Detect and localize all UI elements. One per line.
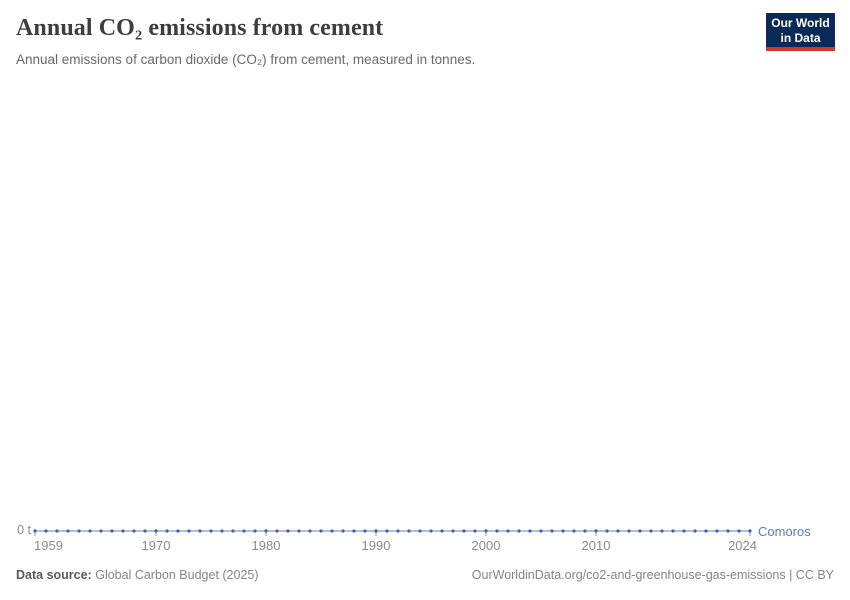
footer-link[interactable]: OurWorldinData.org/co2-and-greenhouse-ga…: [471, 568, 834, 582]
data-point: [308, 529, 312, 533]
data-point: [165, 529, 169, 533]
data-point: [385, 529, 389, 533]
data-point: [88, 529, 92, 533]
data-point: [99, 529, 103, 533]
data-point: [33, 529, 37, 533]
data-point: [176, 529, 180, 533]
data-point: [352, 529, 356, 533]
data-point: [209, 529, 213, 533]
data-point: [396, 529, 400, 533]
x-axis-tick-label: 1970: [141, 538, 171, 553]
data-point: [429, 529, 433, 533]
data-point: [275, 529, 279, 533]
data-point: [605, 529, 609, 533]
data-point: [715, 529, 719, 533]
data-point: [341, 529, 345, 533]
data-point: [418, 529, 422, 533]
data-point: [319, 529, 323, 533]
data-point: [220, 529, 224, 533]
data-point: [451, 529, 455, 533]
data-point: [143, 529, 147, 533]
x-axis-tick-label: 2024: [728, 538, 757, 553]
y-axis-tick-label: 0 t: [17, 523, 31, 537]
data-point: [616, 529, 620, 533]
x-axis: 1959 1970 1980 1990 2000 2010 2024: [0, 538, 850, 554]
owid-logo-line1: Our World: [771, 16, 830, 30]
data-point: [627, 529, 631, 533]
data-point: [231, 529, 235, 533]
chart-subtitle: Annual emissions of carbon dioxide (CO₂)…: [16, 52, 476, 67]
data-point: [110, 529, 114, 533]
data-point: [649, 529, 653, 533]
data-point: [253, 529, 257, 533]
data-point: [154, 529, 158, 533]
data-point: [44, 529, 48, 533]
data-point: [583, 529, 587, 533]
data-point: [66, 529, 70, 533]
data-point: [638, 529, 642, 533]
data-point: [517, 529, 521, 533]
data-point: [363, 529, 367, 533]
data-point: [77, 529, 81, 533]
data-point: [572, 529, 576, 533]
data-point: [726, 529, 730, 533]
data-point: [682, 529, 686, 533]
data-point: [330, 529, 334, 533]
data-point: [660, 529, 664, 533]
data-point: [242, 529, 246, 533]
data-point: [693, 529, 697, 533]
chart-title: Annual CO₂ emissions from cement: [16, 15, 384, 41]
x-axis-tick-label: 2000: [471, 538, 501, 553]
data-point: [528, 529, 532, 533]
data-point: [297, 529, 301, 533]
data-point: [671, 529, 675, 533]
data-point: [132, 529, 136, 533]
data-point: [704, 529, 708, 533]
data-point: [550, 529, 554, 533]
x-axis-tick-label: 1980: [251, 538, 281, 553]
data-point: [737, 529, 741, 533]
data-source-label: Data source:: [16, 568, 92, 582]
data-source-value: Global Carbon Budget (2025): [95, 568, 259, 582]
line-chart[interactable]: [0, 80, 850, 560]
data-point: [55, 529, 59, 533]
data-point: [748, 529, 752, 533]
data-point: [374, 529, 378, 533]
x-axis-tick-label: 1959: [34, 538, 63, 553]
x-axis-tick-label: 1990: [361, 538, 391, 553]
data-point: [484, 529, 488, 533]
data-point: [286, 529, 290, 533]
data-point: [440, 529, 444, 533]
data-point: [198, 529, 202, 533]
data-point: [539, 529, 543, 533]
data-point: [264, 529, 268, 533]
owid-logo[interactable]: Our World in Data: [766, 13, 835, 51]
data-point: [506, 529, 510, 533]
data-source: Data source: Global Carbon Budget (2025): [16, 568, 259, 582]
data-point: [473, 529, 477, 533]
data-point: [121, 529, 125, 533]
data-point: [594, 529, 598, 533]
data-point: [187, 529, 191, 533]
data-point: [495, 529, 499, 533]
x-axis-tick-label: 2010: [581, 538, 611, 553]
data-point: [561, 529, 565, 533]
data-point: [407, 529, 411, 533]
data-point: [462, 529, 466, 533]
entity-label[interactable]: Comoros: [758, 524, 811, 539]
owid-logo-line2: in Data: [780, 31, 821, 45]
